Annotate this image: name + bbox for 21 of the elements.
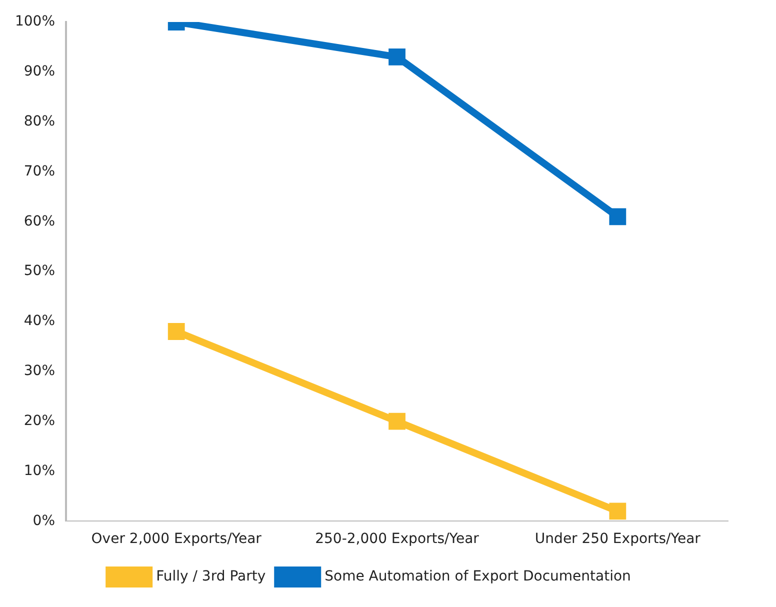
point: [168, 323, 185, 340]
x-tick-label: Under 250 Exports/Year: [534, 531, 701, 548]
y-tick-label: 10%: [24, 462, 56, 479]
y-tick-label: 70%: [24, 163, 56, 180]
point: [609, 502, 626, 520]
y-tick-label: 0%: [32, 512, 56, 529]
y-tick-label: 30%: [24, 363, 56, 380]
legend-label: Fully / 3rd Party: [156, 568, 266, 585]
point: [609, 208, 626, 226]
point: [388, 48, 406, 66]
y-tick-label: 40%: [24, 313, 56, 330]
y-tick-label: 50%: [24, 263, 56, 280]
y-tick-label: 90%: [24, 64, 56, 80]
point: [388, 412, 406, 430]
y-tick-label: 100%: [14, 14, 56, 30]
x-tick-label: 250-2,000 Exports/Year: [315, 531, 480, 548]
y-tick-label: 80%: [24, 113, 56, 130]
legend-label: Some Automation of Export Documentation: [324, 568, 631, 585]
y-tick-label: 20%: [24, 413, 56, 429]
x-tick-label: Over 2,000 Exports/Year: [91, 531, 262, 548]
y-tick-label: 60%: [24, 213, 56, 230]
